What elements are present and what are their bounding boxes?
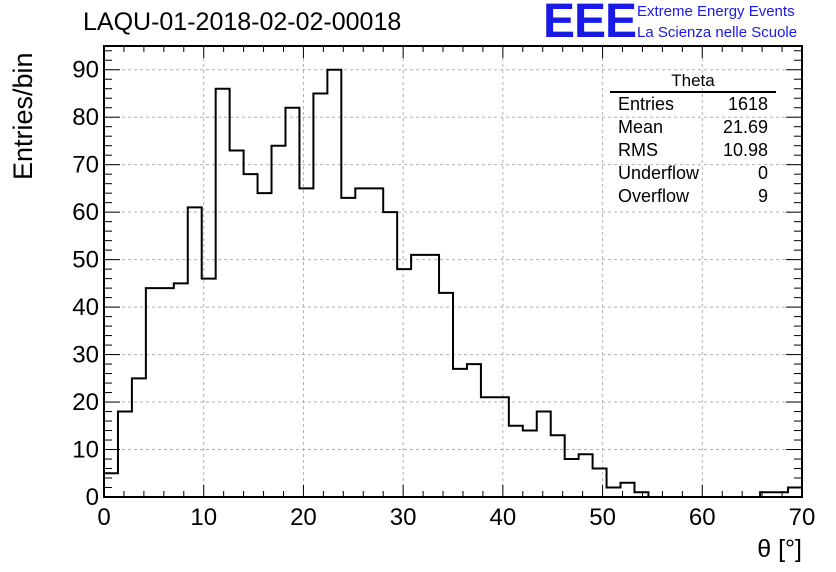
y-tick-label: 50 xyxy=(72,247,99,274)
histogram-bin xyxy=(579,454,593,497)
histogram-bin xyxy=(285,108,299,497)
histogram-bin xyxy=(593,469,607,497)
x-tick-label: 0 xyxy=(97,504,110,531)
histogram-bin xyxy=(537,412,551,497)
stats-row-mean: Mean 21.69 xyxy=(610,116,776,139)
x-tick-label: 40 xyxy=(490,504,517,531)
y-tick-label: 10 xyxy=(72,437,99,464)
logo-subtitle-line2: La Scienza nelle Scuole xyxy=(637,24,798,41)
stats-label: Overflow xyxy=(618,186,690,206)
histogram-bin xyxy=(355,188,369,497)
histogram-bin xyxy=(495,397,509,497)
y-tick-label: 60 xyxy=(72,199,99,226)
histogram-outline xyxy=(103,68,802,498)
histogram-bin xyxy=(313,93,327,497)
eee-logo: EEE xyxy=(543,0,637,48)
histogram-bin xyxy=(509,426,523,497)
histogram-bin xyxy=(607,488,621,497)
stats-label: Entries xyxy=(618,94,675,114)
plot-frame xyxy=(103,45,803,498)
stats-row-entries: Entries 1618 xyxy=(610,93,776,116)
stats-row-rms: RMS 10.98 xyxy=(610,139,776,162)
histogram-bin xyxy=(299,188,313,497)
stats-value: 1618 xyxy=(727,94,768,114)
histogram-bin xyxy=(369,188,383,497)
histogram-bin xyxy=(439,293,453,497)
y-tick-label: 30 xyxy=(72,342,99,369)
histogram-bin xyxy=(258,193,272,497)
chart-title: LAQU-01-2018-02-02-00018 xyxy=(83,8,402,36)
x-tick-label: 20 xyxy=(290,504,317,531)
histogram-bin xyxy=(202,279,216,497)
x-tick-label: 70 xyxy=(789,504,816,531)
histogram-bin xyxy=(551,435,565,497)
stats-row-underflow: Underflow 0 xyxy=(610,162,776,185)
stats-value: 21.69 xyxy=(722,117,768,137)
histogram-bin xyxy=(383,212,397,497)
histogram-bin xyxy=(411,255,425,497)
stats-title: Theta xyxy=(610,71,776,93)
histogram-bin xyxy=(132,378,146,497)
histogram-bin xyxy=(174,283,188,497)
y-tick-label: 90 xyxy=(72,57,99,84)
histogram-bin xyxy=(327,70,341,497)
y-tick-label: 20 xyxy=(72,389,99,416)
x-tick-label: 60 xyxy=(689,504,716,531)
histogram-bin xyxy=(216,89,230,497)
stats-value: 9 xyxy=(757,186,768,206)
histogram-bin xyxy=(467,364,481,497)
histogram-bin xyxy=(453,369,467,497)
stats-box: Theta Entries 1618 Mean 21.69 RMS 10.98 … xyxy=(610,71,776,208)
x-tick-label: 30 xyxy=(390,504,417,531)
stats-label: Mean xyxy=(618,117,664,137)
histogram-bin xyxy=(788,488,802,497)
stats-value: 10.98 xyxy=(722,140,768,160)
histogram-bin xyxy=(146,288,160,497)
histogram-bin xyxy=(425,255,439,497)
stats-label: Underflow xyxy=(618,163,700,183)
histogram-bin xyxy=(230,150,244,497)
x-axis-label: θ [°] xyxy=(757,535,802,563)
stats-value: 0 xyxy=(757,163,768,183)
histogram-bin xyxy=(397,269,411,497)
y-tick-label: 40 xyxy=(72,294,99,321)
y-axis-label: Entries/bin xyxy=(8,52,38,180)
histogram-bin xyxy=(481,397,495,497)
histogram-bin xyxy=(188,207,202,497)
histogram-bin xyxy=(244,174,258,497)
histogram-bin xyxy=(118,412,132,497)
histogram-bin xyxy=(523,431,537,497)
histogram-bin xyxy=(160,288,174,497)
histogram-bin xyxy=(104,473,118,497)
stats-label: RMS xyxy=(618,140,658,160)
y-tick-label: 0 xyxy=(86,484,99,511)
x-tick-label: 50 xyxy=(589,504,616,531)
y-tick-label: 80 xyxy=(72,104,99,131)
histogram-bin xyxy=(565,459,579,497)
histogram-bin xyxy=(272,146,286,497)
x-tick-label: 10 xyxy=(190,504,217,531)
histogram-bin xyxy=(341,198,355,497)
stats-row-overflow: Overflow 9 xyxy=(610,185,776,208)
y-tick-label: 70 xyxy=(72,152,99,179)
logo-subtitle-line1: Extreme Energy Events xyxy=(637,3,795,20)
